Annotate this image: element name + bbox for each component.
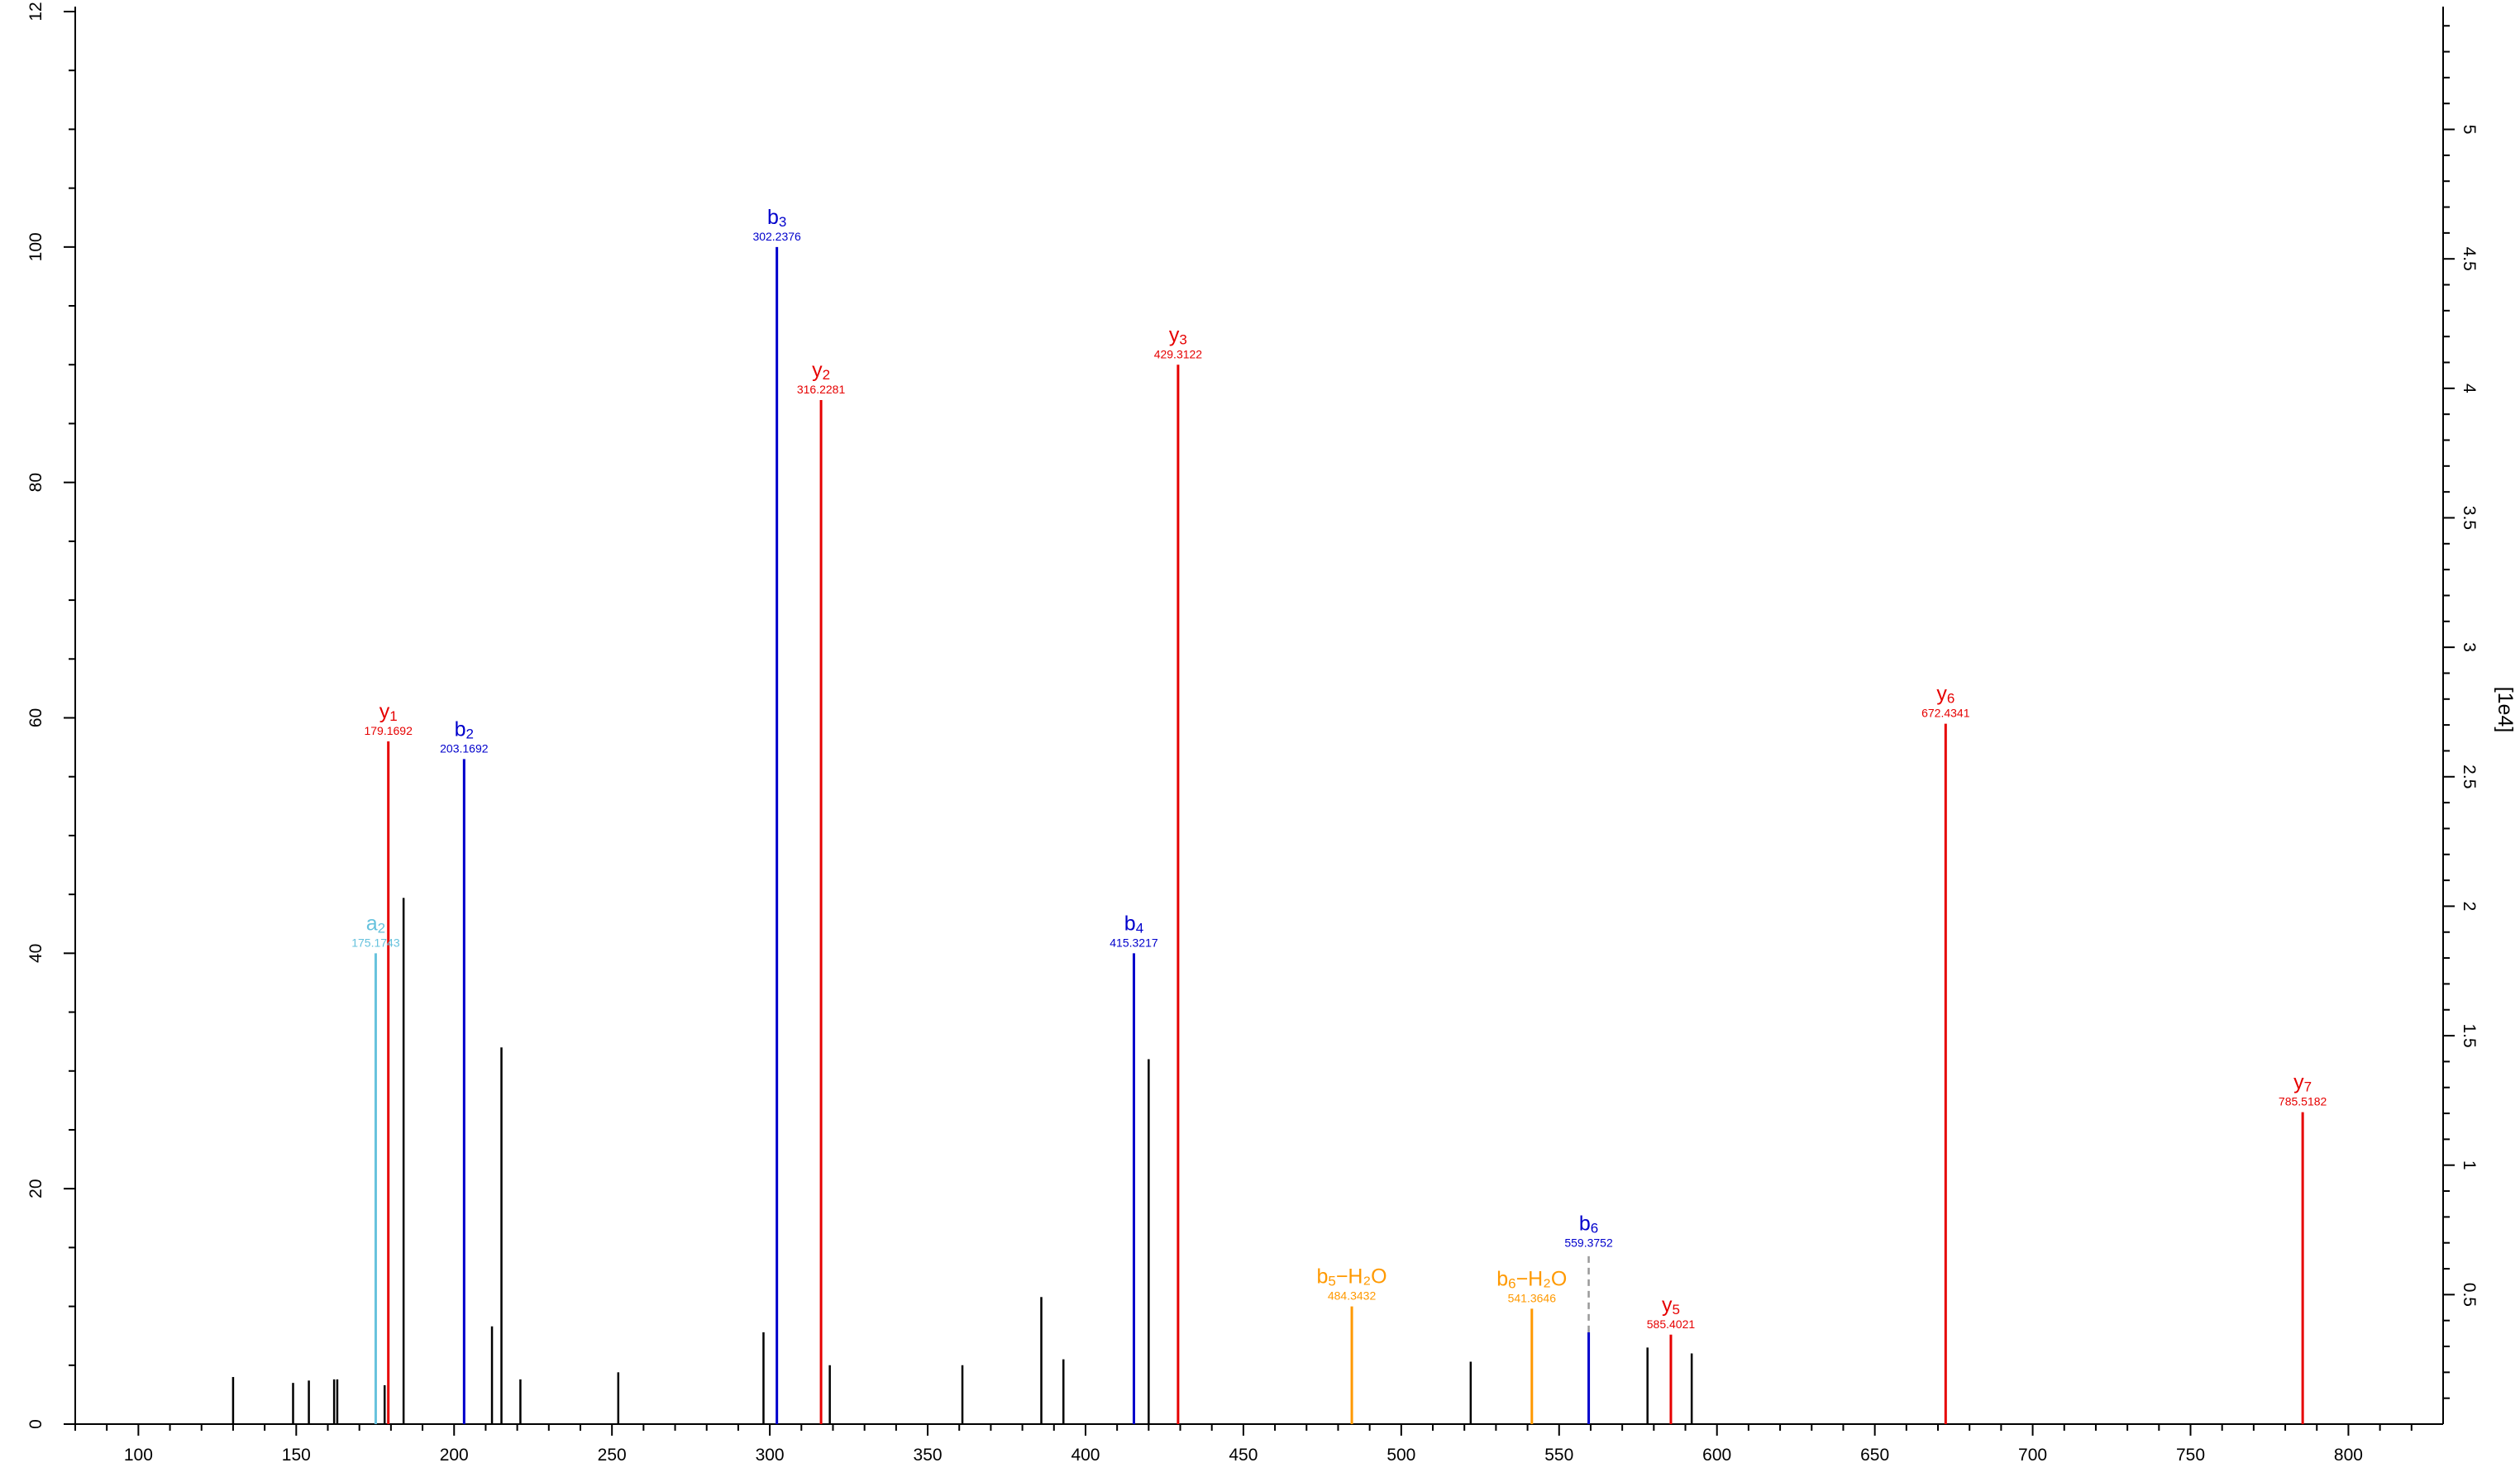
y2-tick-label: 4.5 xyxy=(2460,247,2479,271)
peak-ion-label: b4 xyxy=(1124,912,1143,936)
peak-mz-label: 302.2376 xyxy=(752,230,801,243)
ion-subscript: 6 xyxy=(1508,1275,1515,1291)
y-tick-label: 100 xyxy=(26,232,45,261)
peaks-layer xyxy=(231,246,2304,1424)
peak-ion-label: y3 xyxy=(1169,323,1187,347)
ion-letter: y xyxy=(1169,323,1180,346)
ion-letter: b xyxy=(1124,912,1136,935)
peak-mz-label: 785.5182 xyxy=(2279,1095,2327,1108)
peak-ion-label: y6 xyxy=(1936,683,1954,707)
peak-mz-label: 175.1743 xyxy=(351,936,400,949)
y-tick-label: 80 xyxy=(26,473,45,492)
y2-tick-label: 2.5 xyxy=(2460,765,2479,789)
ion-subscript: 4 xyxy=(1136,920,1143,936)
ion-letter: y xyxy=(812,359,823,382)
ion-letter: y xyxy=(379,700,390,723)
y2-tick-label: 4 xyxy=(2460,384,2479,393)
peak-mz-label: 672.4341 xyxy=(1921,707,1970,720)
x-tick-label: 450 xyxy=(1229,1446,1258,1465)
peak-ion-label: b6 xyxy=(1579,1212,1598,1236)
peak-mz-label: 429.3122 xyxy=(1154,347,1203,360)
y-tick-label: 40 xyxy=(26,944,45,963)
peak-labels-layer: 175.1743a2179.1692y1203.1692b2302.2376b3… xyxy=(351,206,2327,1331)
x-tick-label: 700 xyxy=(2018,1446,2047,1465)
x-tick-label: 350 xyxy=(914,1446,943,1465)
ion-subscript: 5 xyxy=(1328,1274,1335,1289)
peak-mz-label: 585.4021 xyxy=(1647,1317,1696,1331)
x-tick-label: 250 xyxy=(598,1446,627,1465)
y-tick-label: 60 xyxy=(26,708,45,727)
y2-tick-label: 2 xyxy=(2460,902,2479,912)
y2-tick-label: 3 xyxy=(2460,642,2479,652)
peak-mz-label: 559.3752 xyxy=(1564,1236,1613,1249)
x-tick-label: 650 xyxy=(1860,1446,1889,1465)
x-tick-label: 500 xyxy=(1386,1446,1415,1465)
peak-mz-label: 415.3217 xyxy=(1110,936,1158,949)
ion-letter: b xyxy=(1316,1265,1328,1289)
ion-subscript: 2 xyxy=(378,920,385,936)
ion-subscript: 5 xyxy=(1672,1302,1679,1317)
peak-ion-label: y1 xyxy=(379,700,398,724)
peak-mz-label: 316.2281 xyxy=(797,383,846,396)
x-tick-label: 400 xyxy=(1071,1446,1100,1465)
y2-tick-label: 1.5 xyxy=(2460,1023,2479,1047)
peak-mz-label: 541.3646 xyxy=(1508,1291,1557,1304)
ion-subscript: 7 xyxy=(2304,1079,2312,1095)
ion-suffix: −H₂O xyxy=(1516,1267,1568,1290)
y-tick-label: 12 xyxy=(26,2,45,21)
ion-letter: y xyxy=(1936,683,1947,706)
peak-mz-label: 179.1692 xyxy=(364,724,413,737)
ion-subscript: 3 xyxy=(779,214,786,230)
x-tick-label: 550 xyxy=(1544,1446,1573,1465)
ion-subscript: 2 xyxy=(466,726,474,741)
peak-mz-label: 203.1692 xyxy=(440,741,489,755)
ion-letter: b xyxy=(767,206,779,229)
peak-ion-label: b6−H₂O xyxy=(1496,1267,1567,1291)
peak-mz-label: 484.3432 xyxy=(1328,1289,1377,1303)
y2-tick-label: 3.5 xyxy=(2460,506,2479,530)
peak-ion-label: b2 xyxy=(455,717,474,741)
y-tick-label: 0 xyxy=(26,1419,45,1429)
x-tick-label: 600 xyxy=(1702,1446,1731,1465)
ion-letter: b xyxy=(455,717,466,741)
peak-ion-label: y2 xyxy=(812,359,830,383)
ion-subscript: 3 xyxy=(1179,331,1186,347)
y2-tick-label: 5 xyxy=(2460,125,2479,135)
y2-tick-label: 0.5 xyxy=(2460,1283,2479,1307)
peak-ion-label: y7 xyxy=(2293,1071,2312,1095)
ion-subscript: 6 xyxy=(1947,691,1954,707)
ion-subscript: 1 xyxy=(389,708,397,724)
ion-letter: y xyxy=(1662,1294,1673,1317)
ion-letter: a xyxy=(366,912,378,935)
ion-letter: b xyxy=(1579,1212,1591,1235)
axes-layer: 100 150 200 250 300 350 400 450 500 550 600 650 700 7… xyxy=(26,2,2517,1465)
y2-tick-label: 1 xyxy=(2460,1160,2479,1170)
x-tick-label: 100 xyxy=(124,1446,153,1465)
ion-letter: b xyxy=(1496,1267,1508,1290)
ion-subscript: 6 xyxy=(1591,1220,1598,1236)
y2-axis-label: [1e4] xyxy=(2494,687,2517,733)
x-tick-label: 300 xyxy=(756,1446,785,1465)
ion-subscript: 2 xyxy=(823,367,830,383)
x-tick-label: 200 xyxy=(440,1446,469,1465)
x-tick-label: 750 xyxy=(2176,1446,2205,1465)
peak-ion-label: b3 xyxy=(767,206,786,230)
peak-ion-label: b5−H₂O xyxy=(1316,1265,1386,1289)
peak-ion-label: y5 xyxy=(1662,1294,1680,1317)
y-tick-label: 20 xyxy=(26,1179,45,1198)
x-tick-label: 800 xyxy=(2334,1446,2363,1465)
x-tick-label: 150 xyxy=(282,1446,311,1465)
peak-ion-label: a2 xyxy=(366,912,385,936)
ion-letter: y xyxy=(2293,1071,2304,1094)
ion-suffix: −H₂O xyxy=(1336,1265,1387,1289)
